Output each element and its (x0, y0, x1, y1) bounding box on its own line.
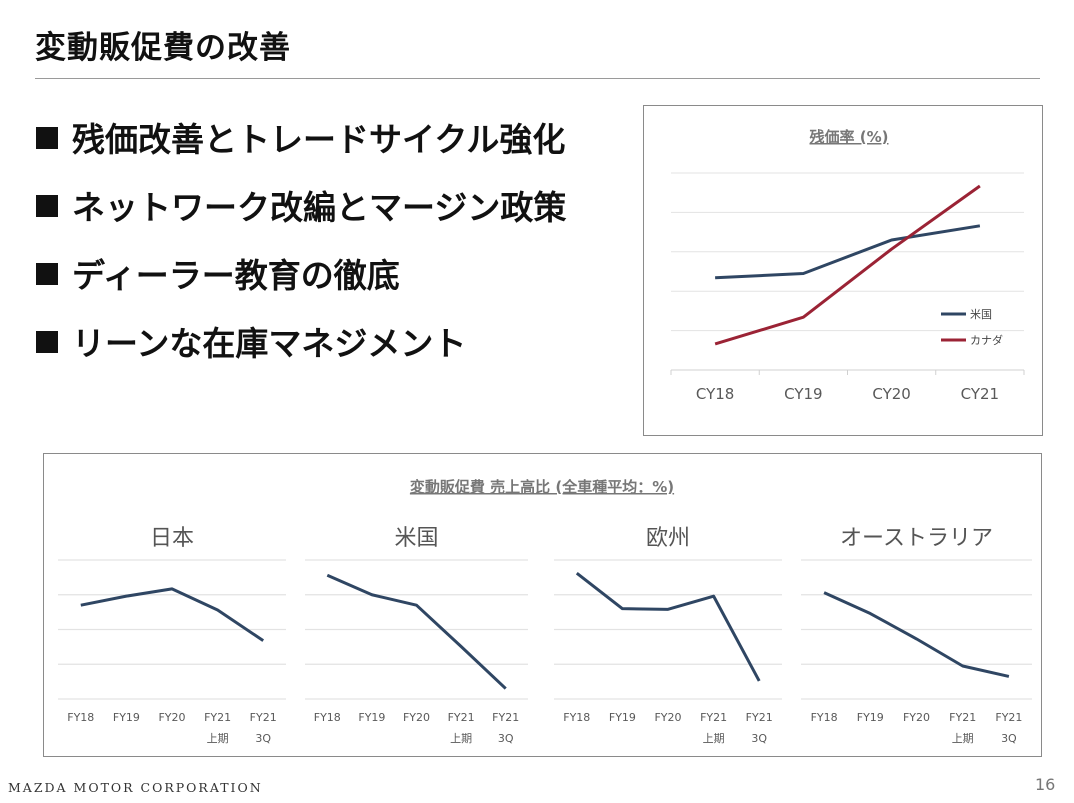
x-tick-label-sub: 3Q (1001, 732, 1017, 745)
x-tick-label: FY21 (700, 711, 727, 724)
x-tick-label: FY19 (113, 711, 140, 724)
legend-label: カナダ (970, 333, 1003, 347)
x-tick-label-sub: 3Q (255, 732, 271, 745)
x-tick-label-sub: 上期 (952, 732, 974, 745)
bullet-text: 残価改善とトレードサイクル強化 (72, 120, 566, 159)
x-tick-label: FY21 (492, 711, 519, 724)
x-tick-label: FY20 (158, 711, 185, 724)
x-tick-label: FY21 (448, 711, 475, 724)
bullet-text: ネットワーク改編とマージン政策 (72, 188, 567, 227)
page-number: 16 (1035, 775, 1056, 794)
square-bullet-icon (36, 263, 58, 285)
promo-cost-charts: 変動販促費 売上高比 (全車種平均：%) 日本 FY18 FY19 FY20 FY21 上… (58, 478, 1032, 745)
chart-title: 変動販促費 売上高比 (全車種平均：%) (410, 478, 674, 496)
x-tick-label: FY19 (358, 711, 385, 724)
square-bullet-icon (36, 195, 58, 217)
legend-label: 米国 (970, 308, 992, 321)
x-tick-label: FY21 (204, 711, 231, 724)
residual-value-chart-box: 残価率 (%) CY18 CY19 CY20 CY21 米国カナダ (643, 105, 1043, 436)
x-tick-label: FY18 (67, 711, 94, 724)
square-bullet-icon (36, 331, 58, 353)
bullet-item: リーンな在庫マネジメント (36, 322, 566, 390)
x-tick-label: FY20 (403, 711, 430, 724)
x-tick-label: FY18 (811, 711, 838, 724)
x-tick-label: FY20 (654, 711, 681, 724)
x-tick-label-sub: 上期 (450, 732, 472, 745)
chart-title: 残価率 (%) (810, 128, 889, 146)
bullet-item: ディーラー教育の徹底 (36, 254, 566, 322)
series-line-us (715, 224, 981, 280)
bullet-list: 残価改善とトレードサイクル強化 ネットワーク改編とマージン政策 ディーラー教育の… (36, 118, 566, 390)
x-tick-label: FY19 (609, 711, 636, 724)
x-tick-label: FY18 (314, 711, 341, 724)
title-divider (35, 78, 1040, 79)
bullet-item: ネットワーク改編とマージン政策 (36, 186, 566, 254)
x-tick-label-sub: 3Q (498, 732, 514, 745)
panel-title: オーストラリア (840, 526, 993, 551)
company-footer: MAZDA MOTOR CORPORATION (8, 780, 263, 795)
square-bullet-icon (36, 127, 58, 149)
x-tick-label: FY21 (250, 711, 277, 724)
bullet-text: ディーラー教育の徹底 (72, 256, 400, 295)
x-tick-label: CY18 (696, 385, 734, 403)
bullet-text: リーンな在庫マネジメント (72, 324, 467, 363)
bullet-item: 残価改善とトレードサイクル強化 (36, 118, 566, 186)
panel-title: 日本 (150, 526, 194, 551)
x-tick-label: FY18 (563, 711, 590, 724)
x-tick-label-sub: 上期 (703, 732, 725, 745)
x-tick-label: FY19 (857, 711, 884, 724)
promo-cost-chart-box: 変動販促費 売上高比 (全車種平均：%) 日本 FY18 FY19 FY20 FY21 上… (43, 453, 1042, 757)
x-tick-label: CY20 (872, 385, 910, 403)
series-line-canada (714, 184, 981, 346)
page-title: 変動販促費の改善 (35, 30, 291, 66)
series-line (326, 573, 507, 690)
x-tick-label-sub: 3Q (751, 732, 767, 745)
panel-title: 欧州 (646, 526, 690, 551)
x-tick-label: FY21 (746, 711, 773, 724)
x-tick-label-sub: 上期 (207, 732, 229, 745)
x-tick-label: FY21 (995, 711, 1022, 724)
panel-title: 米国 (394, 526, 438, 551)
x-tick-label: FY21 (949, 711, 976, 724)
series-line (80, 587, 265, 642)
x-tick-label: FY20 (903, 711, 930, 724)
x-tick-label: CY21 (961, 385, 999, 403)
x-tick-label: CY19 (784, 385, 822, 403)
